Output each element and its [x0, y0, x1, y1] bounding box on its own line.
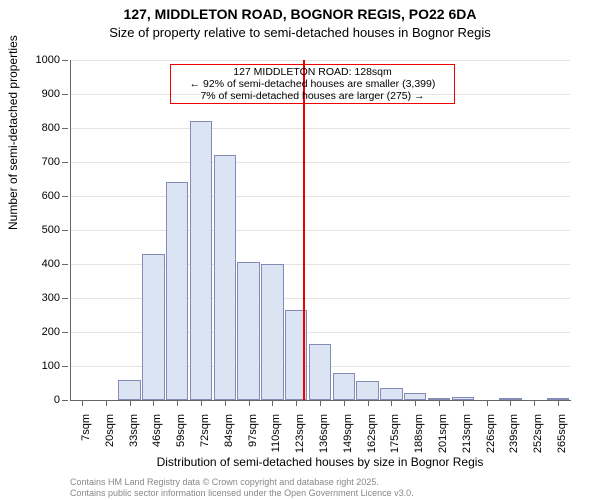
- x-tick: [106, 400, 107, 406]
- property-marker-line: [303, 60, 305, 400]
- y-tick-label: 300: [10, 292, 60, 304]
- x-tick: [487, 400, 488, 406]
- x-tick: [153, 400, 154, 406]
- y-tick: [62, 400, 68, 401]
- y-tick: [62, 366, 68, 367]
- x-tick: [130, 400, 131, 406]
- y-tick-label: 500: [10, 224, 60, 236]
- x-tick: [344, 400, 345, 406]
- x-tick: [177, 400, 178, 406]
- plot-area: 7sqm20sqm33sqm46sqm59sqm72sqm84sqm97sqm1…: [70, 60, 570, 400]
- x-tick: [510, 400, 511, 406]
- y-tick: [62, 162, 68, 163]
- y-tick-label: 200: [10, 326, 60, 338]
- y-tick: [62, 60, 68, 61]
- x-tick: [272, 400, 273, 406]
- y-tick-label: 400: [10, 258, 60, 270]
- y-tick: [62, 230, 68, 231]
- y-tick-label: 0: [10, 394, 60, 406]
- chart-title: 127, MIDDLETON ROAD, BOGNOR REGIS, PO22 …: [0, 0, 600, 23]
- chart-subtitle: Size of property relative to semi-detach…: [0, 23, 600, 40]
- callout-box: 127 MIDDLETON ROAD: 128sqm← 92% of semi-…: [170, 64, 455, 104]
- x-tick: [558, 400, 559, 406]
- y-tick-label: 100: [10, 360, 60, 372]
- x-tick: [534, 400, 535, 406]
- callout-line-3: 7% of semi-detached houses are larger (2…: [173, 90, 452, 102]
- x-tick: [368, 400, 369, 406]
- chart-container: { "title": "127, MIDDLETON ROAD, BOGNOR …: [0, 0, 600, 500]
- plot-axes: [70, 60, 571, 401]
- x-tick: [201, 400, 202, 406]
- footer-line-2: Contains public sector information licen…: [70, 488, 414, 498]
- y-tick-label: 800: [10, 122, 60, 134]
- y-tick: [62, 94, 68, 95]
- y-tick-label: 1000: [10, 54, 60, 66]
- y-tick-label: 600: [10, 190, 60, 202]
- x-tick: [249, 400, 250, 406]
- x-axis-label: Distribution of semi-detached houses by …: [70, 455, 570, 469]
- footer-line-1: Contains HM Land Registry data © Crown c…: [70, 477, 414, 487]
- y-tick-label: 900: [10, 88, 60, 100]
- y-tick: [62, 128, 68, 129]
- x-tick: [82, 400, 83, 406]
- y-tick: [62, 196, 68, 197]
- x-tick: [463, 400, 464, 406]
- y-tick: [62, 264, 68, 265]
- y-tick: [62, 332, 68, 333]
- x-tick: [320, 400, 321, 406]
- x-tick: [225, 400, 226, 406]
- x-tick: [296, 400, 297, 406]
- x-tick: [415, 400, 416, 406]
- x-tick: [439, 400, 440, 406]
- callout-line-2: ← 92% of semi-detached houses are smalle…: [173, 78, 452, 90]
- footer-attribution: Contains HM Land Registry data © Crown c…: [70, 477, 414, 498]
- y-tick-label: 700: [10, 156, 60, 168]
- y-tick: [62, 298, 68, 299]
- x-tick: [391, 400, 392, 406]
- callout-line-1: 127 MIDDLETON ROAD: 128sqm: [173, 66, 452, 78]
